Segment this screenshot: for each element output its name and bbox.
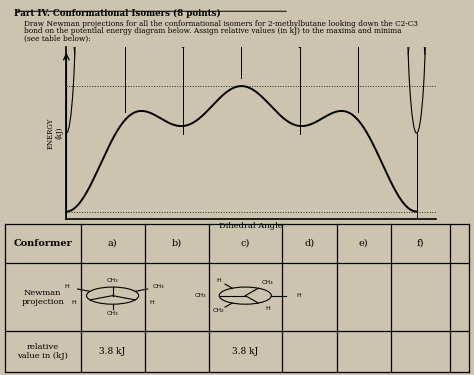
Text: H: H bbox=[265, 306, 270, 311]
Text: f): f) bbox=[417, 239, 424, 248]
Text: H: H bbox=[72, 300, 76, 306]
Text: 3.8 kJ: 3.8 kJ bbox=[232, 347, 258, 356]
Text: CH₃: CH₃ bbox=[153, 284, 164, 290]
Text: Newman
projection: Newman projection bbox=[21, 289, 64, 306]
Text: a): a) bbox=[108, 239, 118, 248]
X-axis label: Dihedral Angle: Dihedral Angle bbox=[219, 222, 283, 230]
Text: Part IV. Conformational Isomers (8 points): Part IV. Conformational Isomers (8 point… bbox=[14, 9, 221, 18]
Text: CH₃: CH₃ bbox=[262, 280, 273, 285]
Text: (see table below):: (see table below): bbox=[24, 34, 91, 42]
Text: e): e) bbox=[359, 239, 369, 248]
Text: b): b) bbox=[172, 239, 182, 248]
Text: Conformer: Conformer bbox=[13, 239, 72, 248]
Text: CH₃: CH₃ bbox=[107, 278, 118, 284]
Text: c): c) bbox=[241, 239, 250, 248]
Y-axis label: ENERGY
(kJ): ENERGY (kJ) bbox=[46, 117, 64, 149]
Text: CH₃: CH₃ bbox=[107, 310, 118, 316]
Text: bond on the potential energy diagram below. Assign relative values (in kJ) to th: bond on the potential energy diagram bel… bbox=[24, 27, 401, 35]
Text: H: H bbox=[149, 300, 154, 306]
Text: d): d) bbox=[304, 239, 314, 248]
Text: H: H bbox=[216, 278, 221, 283]
Text: H: H bbox=[296, 293, 301, 298]
Text: 3.8 kJ: 3.8 kJ bbox=[100, 347, 126, 356]
Text: CH₃: CH₃ bbox=[195, 293, 206, 298]
Text: CH₂: CH₂ bbox=[213, 308, 224, 314]
Text: Draw Newman projections for all the conformational isomers for 2-methylbutane lo: Draw Newman projections for all the conf… bbox=[24, 20, 418, 27]
Text: relative
value in (kJ): relative value in (kJ) bbox=[17, 343, 68, 360]
Text: H: H bbox=[64, 284, 69, 290]
